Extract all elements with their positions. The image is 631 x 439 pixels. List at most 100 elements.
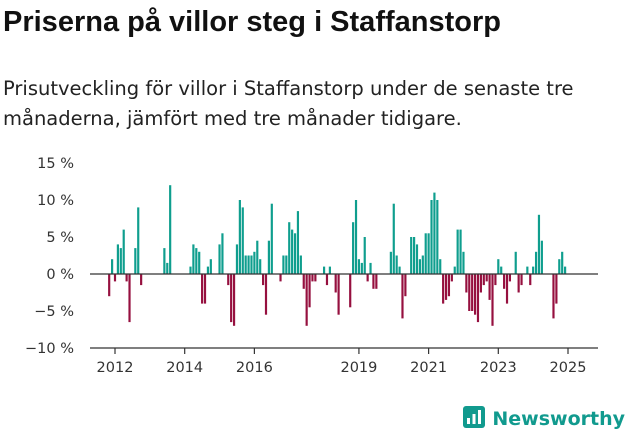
annotations: 1 % [565,150,594,154]
bar [302,274,305,289]
bar [256,240,259,274]
bar [163,248,166,274]
bar [270,203,273,274]
bar [354,200,358,274]
x-tick-label: 2021 [410,360,447,376]
bar [517,274,520,293]
y-tick-label: 15 % [37,156,74,172]
bar [395,255,398,274]
bar [352,222,355,274]
bar [508,274,512,282]
bar [235,244,239,274]
bar [468,274,471,311]
bar [415,244,419,274]
bar [436,200,439,274]
bar [111,259,114,274]
bar [227,274,230,286]
bar [293,233,297,274]
bar [334,274,337,293]
bar [552,274,555,319]
bar [230,274,233,323]
bar [372,274,375,289]
bar [363,237,366,274]
bar [122,229,125,274]
x-tick-label: 2016 [236,360,273,376]
bar [221,233,224,274]
bar [500,266,503,274]
y-tick-label: −10 % [25,341,74,357]
bar [375,274,378,289]
bar [410,237,413,274]
bar [241,207,244,274]
bar [337,274,340,315]
bar [529,274,532,286]
bar [520,274,523,286]
bar [473,274,477,315]
bar [328,266,331,274]
bar [488,274,491,300]
bar [262,274,265,286]
bar [125,274,128,282]
chart-title: Priserna på villor steg i Staffanstorp [3,6,501,38]
bar [108,274,111,297]
bar [471,274,474,311]
x-axis: 2012 2014 2016 2019 2021 2023 2025 [90,347,598,376]
bar [250,255,253,274]
y-tick-label: 0 % [46,267,74,283]
bar [459,229,462,274]
bar [195,248,198,274]
bar [169,185,172,274]
bar [534,251,538,274]
bar [447,274,451,297]
bar [140,274,143,286]
bar [314,274,317,282]
bar [201,274,204,304]
bar [514,251,517,274]
x-tick-label: 2023 [480,360,517,376]
bar [218,244,221,274]
bar [209,259,212,274]
newsworthy-logo: Newsworthy [462,405,625,433]
bar [360,262,363,274]
bar [404,274,407,297]
newsworthy-logo-icon [462,405,486,433]
bar [166,262,169,274]
bar [482,274,485,286]
y-axis: −10 % −5 % 0 % 5 % 10 % 15 % [25,156,74,357]
bar [137,207,140,274]
bar [427,233,430,274]
bar [558,259,561,274]
bar [418,259,421,274]
bar [282,255,285,274]
bar [128,274,131,323]
bar [192,244,195,274]
bar [540,240,543,274]
bar [299,255,302,274]
x-tick-label: 2025 [550,360,587,376]
y-tick-label: −5 % [34,304,74,320]
bar [494,274,497,286]
bar [485,274,488,282]
bar [503,274,506,289]
bar [369,262,372,274]
bar [537,214,541,274]
bar [433,192,436,274]
bar [526,266,529,274]
chart-subtitle: Prisutveckling för villor i Staffanstorp… [3,77,574,130]
bar [232,274,236,326]
bar [308,274,311,308]
bar [366,274,369,282]
brand-name: Newsworthy [492,408,625,430]
y-tick-label: 5 % [46,230,74,246]
bar [398,266,401,274]
bar [325,274,329,286]
bar [322,266,326,274]
bar [203,274,207,304]
bar [453,266,456,274]
bar [389,251,392,274]
latest-value-label: 1 % [565,150,594,154]
bar [238,200,241,274]
bar [497,259,500,274]
bar [401,274,404,319]
bar [253,251,256,274]
